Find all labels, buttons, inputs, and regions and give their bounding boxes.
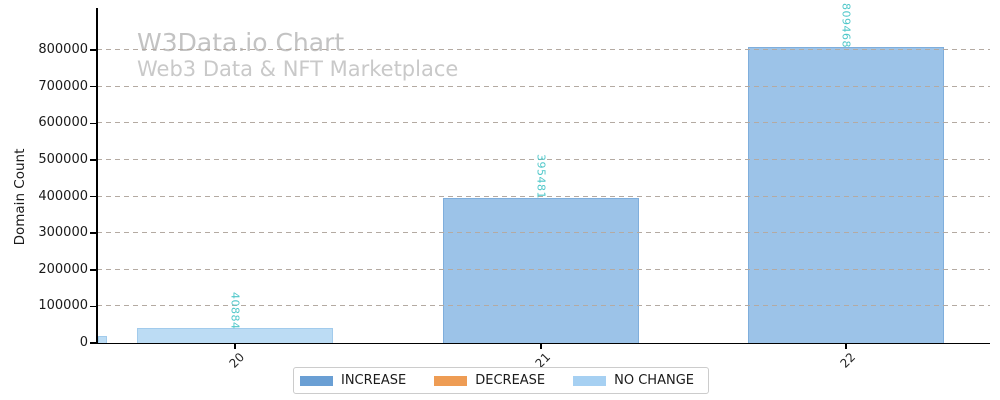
legend-swatch-icon (434, 375, 468, 386)
y-tick-mark (90, 342, 96, 344)
chart-subtitle: Web3 Data & NFT Marketplace (137, 57, 459, 81)
legend-swatch-icon (300, 375, 333, 386)
y-tick-label: 400000 (38, 188, 88, 204)
legend-label: INCREASE (341, 373, 407, 388)
y-tick-mark (90, 85, 96, 88)
bar-value-label: 395481 (534, 154, 548, 200)
legend-item-increase: INCREASE (300, 373, 406, 388)
y-tick-label: 200000 (38, 261, 88, 277)
bar-value-label: 40884 (228, 291, 242, 330)
gridline-600000 (97, 122, 990, 124)
bar-value-label: 809468 (839, 2, 853, 48)
y-tick-mark (90, 305, 96, 308)
y-tick-label: 300000 (38, 225, 88, 241)
chart-title: W3Data.io Chart (137, 28, 345, 57)
y-tick-mark (90, 49, 96, 51)
gridline-700000 (97, 85, 990, 87)
x-axis-spine (96, 342, 990, 345)
legend-item-decrease: DECREASE (434, 373, 545, 388)
legend-label: DECREASE (475, 373, 546, 388)
y-axis-spine (96, 8, 98, 344)
x-tick-label: 22 (837, 350, 858, 371)
gridline-500000 (97, 158, 990, 160)
legend-swatch-icon (573, 375, 607, 386)
x-tick-mark (540, 344, 542, 349)
x-tick-label: 20 (226, 350, 247, 371)
bar-20 (137, 328, 333, 343)
y-tick-label: 600000 (38, 115, 88, 131)
y-tick-label: 0 (79, 335, 88, 350)
y-tick-label: 700000 (38, 78, 88, 94)
y-tick-mark (90, 232, 96, 234)
bar-21 (443, 198, 639, 343)
y-tick-mark (90, 195, 96, 198)
y-tick-mark (90, 269, 96, 271)
y-tick-label: 800000 (38, 42, 88, 58)
plot-area: 40884 395481 809468 (97, 3, 990, 343)
legend-item-no-change: NO CHANGE (573, 373, 694, 388)
y-tick-mark (90, 122, 96, 125)
gridline-400000 (97, 195, 990, 197)
legend: INCREASE DECREASE NO CHANGE (293, 367, 709, 394)
legend-label: NO CHANGE (614, 373, 694, 388)
gridline-100000 (97, 305, 990, 307)
y-tick-label: 500000 (38, 151, 88, 167)
gridline-200000 (97, 268, 990, 270)
x-tick-mark (845, 344, 847, 349)
clipped-bar-artifact (98, 336, 107, 343)
gridline-300000 (97, 232, 990, 234)
x-tick-mark (234, 344, 236, 349)
y-tick-mark (90, 159, 96, 161)
gridline-800000 (97, 49, 990, 51)
y-axis-label: Domain Count (12, 148, 28, 246)
bar-22 (748, 46, 944, 343)
y-tick-label: 100000 (38, 298, 88, 314)
